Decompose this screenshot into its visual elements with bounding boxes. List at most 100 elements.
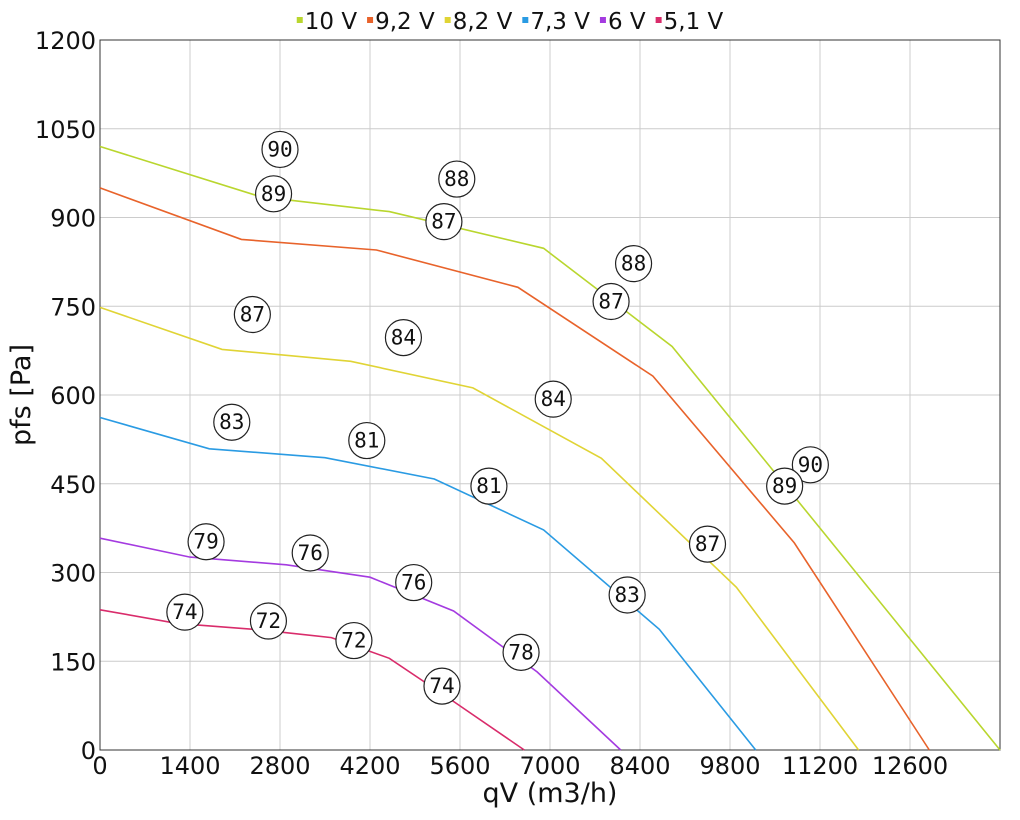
efficiency-value: 72 — [256, 609, 281, 633]
efficiency-value: 81 — [476, 474, 501, 498]
efficiency-circle — [592, 282, 630, 321]
efficiency-value: 81 — [354, 429, 379, 453]
efficiency-label: 83 — [608, 576, 646, 614]
legend-item: 10 V — [296, 9, 357, 35]
efficiency-circle — [291, 534, 329, 572]
y-tick-label: 0 — [81, 737, 96, 765]
efficiency-label: 79 — [187, 523, 225, 561]
x-tick-label: 0 — [92, 752, 107, 780]
efficiency-circle — [614, 245, 653, 283]
efficiency-circle — [423, 667, 461, 705]
efficiency-label: 74 — [166, 593, 204, 631]
efficiency-circle — [348, 421, 386, 460]
efficiency-value: 84 — [541, 387, 566, 411]
efficiency-value: 83 — [219, 410, 244, 434]
efficiency-value: 87 — [695, 532, 720, 556]
efficiency-circle — [425, 203, 463, 241]
y-tick-label: 900 — [50, 205, 96, 233]
series-line — [99, 187, 930, 751]
efficiency-circle — [187, 523, 225, 561]
legend-item: 9,2 V — [367, 9, 435, 35]
efficiency-label: 90 — [261, 130, 299, 169]
efficiency-circle — [766, 467, 804, 505]
efficiency-label: 78 — [502, 633, 540, 671]
efficiency-label: 81 — [470, 467, 508, 505]
legend-label: 9,2 V — [375, 9, 435, 35]
legend-label: 6 V — [608, 9, 646, 35]
efficiency-value: 87 — [240, 303, 265, 327]
series-line — [99, 306, 860, 751]
x-tick-label: 11200 — [782, 752, 858, 780]
legend: 10 V 9,2 V 8,2 V 7,3 V 6 V 5,1 V — [296, 9, 724, 35]
efficiency-value: 72 — [341, 629, 366, 653]
efficiency-value: 74 — [172, 600, 197, 624]
efficiency-circle — [166, 593, 204, 631]
efficiency-value: 84 — [391, 326, 416, 350]
efficiency-circle — [688, 525, 727, 563]
legend-swatch — [367, 17, 374, 23]
legend-swatch — [522, 17, 529, 23]
efficiency-value: 90 — [798, 453, 823, 477]
efficiency-label: 87 — [592, 282, 630, 321]
efficiency-label: 81 — [348, 421, 386, 460]
efficiency-circle — [254, 175, 293, 213]
efficiency-label: 88 — [438, 160, 476, 198]
y-tick-label: 150 — [50, 648, 96, 676]
y-tick-label: 750 — [50, 293, 96, 321]
efficiency-circle — [233, 295, 271, 334]
efficiency-label: 89 — [254, 175, 293, 213]
legend-swatch — [655, 17, 662, 23]
legend-swatch — [599, 17, 606, 23]
efficiency-circle — [608, 576, 646, 614]
x-tick-label: 9800 — [699, 752, 760, 780]
plot-frame — [99, 39, 1001, 751]
efficiency-circle — [791, 446, 829, 484]
y-tick-label: 1200 — [35, 27, 96, 55]
x-axis-ticks: 0 1400 2800 4200 5600 7000 8400 9800 11200 12600 — [92, 752, 948, 780]
efficiency-value: 83 — [614, 583, 639, 607]
legend-item: 6 V — [599, 9, 646, 35]
y-tick-label: 450 — [50, 471, 96, 499]
legend-item: 5,1 V — [655, 9, 724, 35]
series-line — [99, 609, 525, 751]
efficiency-label: 83 — [213, 403, 251, 441]
x-tick-label: 2800 — [249, 752, 310, 780]
efficiency-label: 89 — [766, 467, 804, 505]
efficiency-value: 89 — [772, 474, 797, 498]
series-line — [99, 416, 757, 751]
efficiency-label: 88 — [614, 245, 653, 283]
efficiency-value: 87 — [431, 210, 456, 234]
series-lines — [99, 145, 1001, 751]
efficiency-value: 76 — [401, 571, 426, 595]
efficiency-value: 89 — [261, 182, 286, 206]
efficiency-circle — [438, 160, 476, 198]
x-tick-label: 12600 — [872, 752, 948, 780]
efficiency-value: 87 — [598, 290, 623, 314]
efficiency-circle — [213, 403, 251, 441]
y-tick-label: 1050 — [35, 116, 96, 144]
x-tick-label: 7000 — [519, 752, 580, 780]
efficiency-label: 84 — [534, 380, 572, 418]
x-axis-title: qV (m3/h) — [483, 778, 618, 809]
efficiency-circle — [384, 319, 423, 357]
x-tick-label: 4200 — [339, 752, 400, 780]
legend-label: 5,1 V — [664, 9, 724, 35]
efficiency-value: 88 — [621, 252, 646, 276]
efficiency-circle — [335, 621, 373, 660]
efficiency-value: 88 — [444, 167, 469, 191]
x-tick-label: 1400 — [159, 752, 220, 780]
efficiency-circle — [470, 467, 508, 505]
y-tick-label: 600 — [50, 382, 96, 410]
legend-swatch — [444, 17, 451, 23]
legend-swatch — [296, 17, 303, 23]
x-tick-label: 8400 — [609, 752, 670, 780]
efficiency-label: 87 — [425, 203, 463, 241]
efficiency-label: 72 — [335, 621, 373, 660]
legend-item: 8,2 V — [444, 9, 513, 35]
efficiency-circle — [534, 380, 572, 418]
efficiency-circle — [502, 633, 540, 671]
efficiency-value: 78 — [508, 640, 533, 664]
legend-label: 8,2 V — [453, 9, 513, 35]
